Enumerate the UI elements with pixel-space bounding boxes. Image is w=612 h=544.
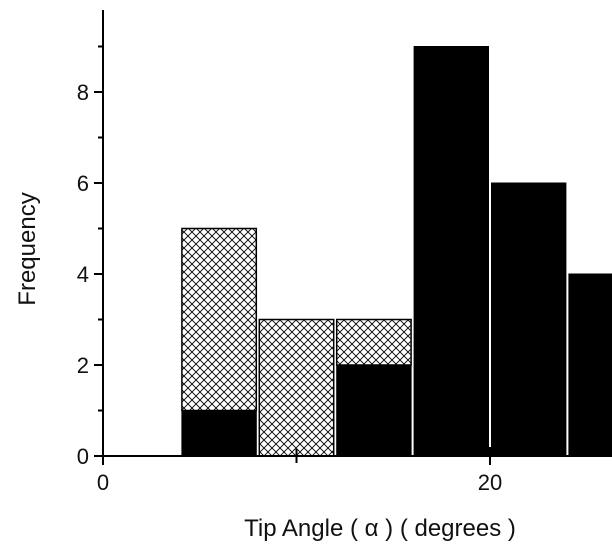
y-tick-label-2: 2 bbox=[77, 353, 89, 378]
y-tick-label-8: 8 bbox=[77, 80, 89, 105]
x-axis-label: Tip Angle ( α ) ( degrees ) bbox=[244, 515, 516, 542]
y-tick-label-4: 4 bbox=[77, 262, 89, 287]
bar-crosshatch-8 bbox=[181, 227, 258, 412]
x-tick-label-20: 20 bbox=[478, 470, 502, 495]
bar-solid-28 bbox=[568, 273, 612, 457]
bar-crosshatch-16 bbox=[335, 318, 412, 366]
x-tick-label-0: 0 bbox=[97, 470, 109, 495]
y-tick-label-0: 0 bbox=[77, 444, 89, 469]
axes-layer: 02468020406080 bbox=[77, 10, 612, 495]
bars-layer bbox=[181, 46, 612, 457]
bar-solid-8 bbox=[181, 410, 257, 457]
y-axis-label: Frequency bbox=[14, 192, 41, 305]
bar-crosshatch-12 bbox=[258, 318, 335, 457]
bar-solid-16 bbox=[336, 364, 412, 457]
bar-solid-24 bbox=[491, 182, 567, 457]
y-tick-label-6: 6 bbox=[77, 171, 89, 196]
bar-solid-20 bbox=[413, 46, 490, 457]
